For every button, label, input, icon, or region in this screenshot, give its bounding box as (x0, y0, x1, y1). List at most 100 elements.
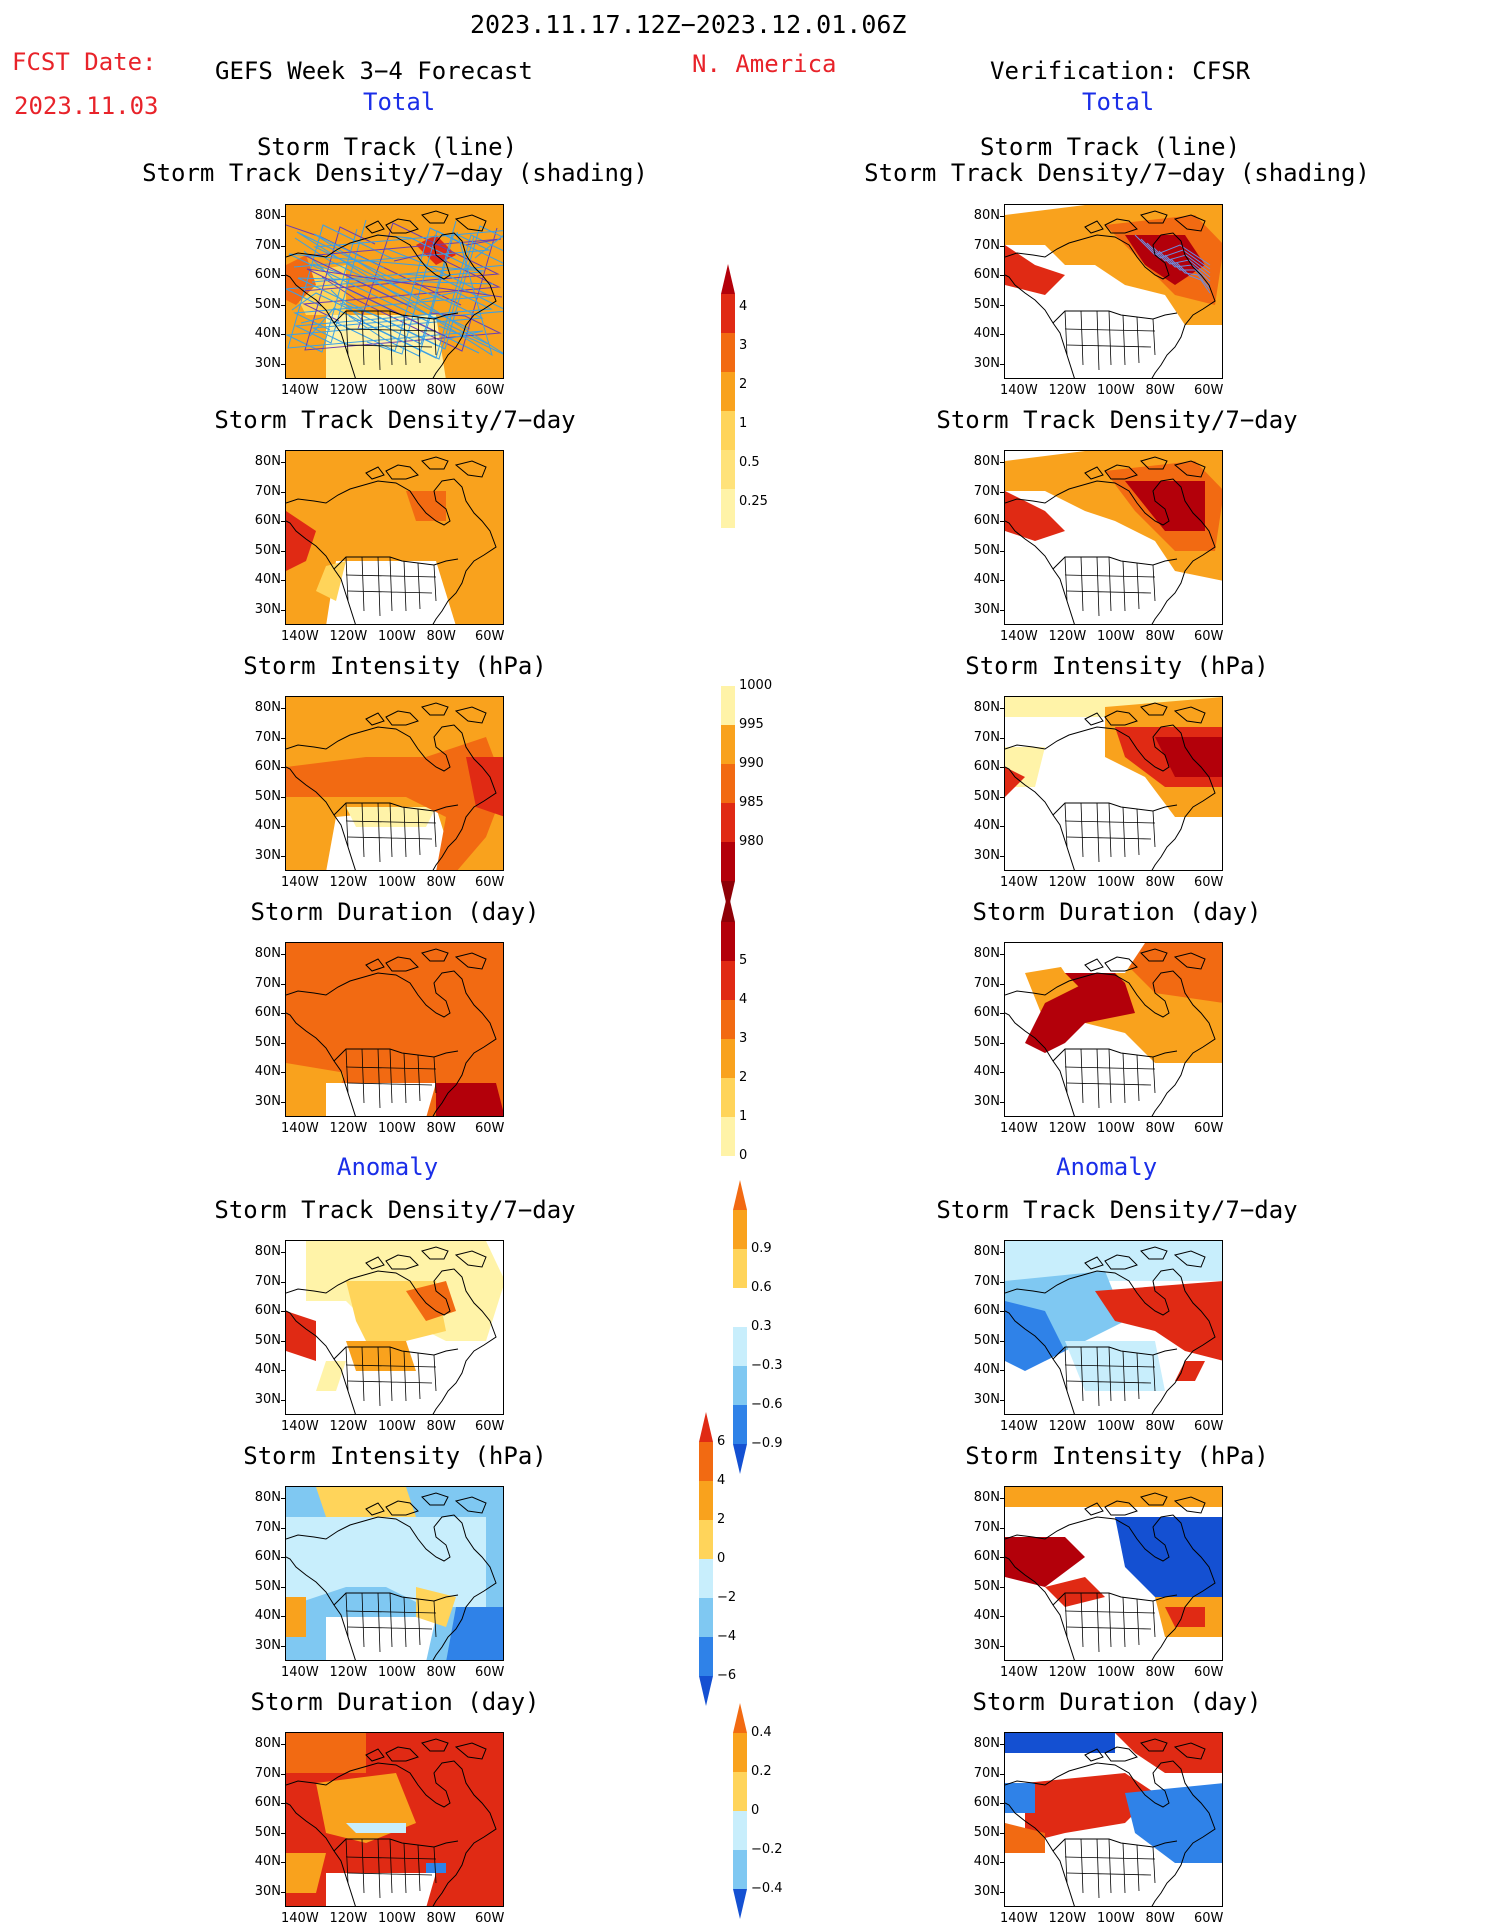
shading-region (346, 1823, 406, 1833)
colorbar-label: 1 (739, 1109, 748, 1124)
lat-label: 40N (254, 326, 281, 341)
lon-label: 60W (475, 1665, 505, 1680)
lat-tick (1000, 1616, 1004, 1617)
colorbar-label: 985 (739, 795, 764, 810)
lat-tick (281, 1399, 285, 1401)
lat-tick (281, 363, 285, 365)
lat-label: 30N (973, 1883, 1000, 1899)
lon-label: 100W (1097, 1419, 1135, 1434)
storm-track-line (296, 231, 493, 357)
shading-region (1005, 1733, 1115, 1753)
lon-label: 140W (281, 383, 319, 398)
storm-track-line (302, 252, 501, 322)
lat-label: 50N (254, 542, 281, 558)
lat-tick (281, 855, 285, 857)
colorbar-arrow-top (721, 892, 735, 922)
colorbar-label: 5 (739, 953, 748, 968)
colorbar-segment (721, 1000, 735, 1039)
us-border (1052, 1346, 1178, 1360)
shading-region (316, 1361, 346, 1391)
state-lines (345, 1048, 437, 1109)
state-lines (1064, 802, 1156, 863)
colorbar-label: 4 (717, 1473, 726, 1488)
total-left-label: Total (363, 88, 436, 116)
lon-label: 120W (1048, 1121, 1087, 1136)
us-border (333, 1048, 459, 1062)
lat-label: 70N (254, 237, 281, 253)
us-border (1052, 802, 1178, 816)
colorbar-label: 0 (717, 1551, 726, 1566)
colorbar-label: 1 (739, 416, 748, 431)
lon-label: 100W (378, 629, 416, 644)
shading-region (1175, 1361, 1205, 1381)
lat-label: 40N (254, 818, 281, 833)
colorbar-label: 3 (739, 338, 748, 353)
lon-label: 80W (1145, 1419, 1175, 1434)
colorbar-label: 0.25 (739, 494, 768, 509)
lat-tick (1000, 1586, 1004, 1588)
lat-tick (1000, 708, 1004, 709)
colorbar-intensity-anom (699, 1412, 739, 1710)
lat-tick (1000, 1744, 1004, 1745)
colorbar-label: −0.3 (751, 1358, 783, 1373)
us-border (333, 310, 459, 324)
shading-region (1005, 1823, 1045, 1853)
lon-label: 120W (329, 383, 368, 398)
storm-track-line (1176, 262, 1211, 294)
lat-tick (1000, 1527, 1004, 1529)
storm-track-line (313, 233, 503, 355)
lat-tick (1000, 521, 1004, 522)
us-border (333, 1838, 459, 1852)
us-border (1052, 556, 1178, 570)
lat-label: 30N (254, 1391, 281, 1407)
right-p1-title2: Storm Track Density/7−day (shading) (864, 159, 1370, 187)
lat-label: 40N (973, 1362, 1000, 1377)
lon-label: 80W (426, 875, 456, 890)
shading-region (326, 1083, 436, 1116)
forecast-map-6 (285, 1486, 504, 1661)
colorbar-label: 980 (739, 834, 764, 849)
lon-label: 80W (1145, 1121, 1175, 1136)
lat-tick (281, 708, 285, 709)
lat-tick (1000, 363, 1004, 365)
shading-region (346, 1341, 416, 1371)
lat-tick (281, 1370, 285, 1371)
lat-label: 30N (254, 1093, 281, 1109)
lon-label: 60W (1194, 1911, 1224, 1926)
lon-label: 140W (1000, 383, 1038, 398)
storm-track-line (311, 273, 503, 346)
lat-tick (1000, 855, 1004, 857)
shading-region (1125, 1783, 1222, 1863)
forecast-map-7 (285, 1732, 504, 1907)
lon-label: 140W (281, 1665, 319, 1680)
arctic-islands (1084, 948, 1206, 972)
lat-tick (1000, 796, 1004, 798)
lat-label: 30N (254, 1883, 281, 1899)
colorbar-arrow-top (699, 1412, 713, 1442)
state-lines (345, 802, 437, 863)
lat-label: 70N (973, 237, 1000, 253)
arctic-islands (1084, 1246, 1206, 1270)
lat-tick (281, 1013, 285, 1014)
colorbar-segment (733, 1850, 747, 1889)
lat-label: 50N (254, 1578, 281, 1594)
lat-tick (281, 1101, 285, 1103)
coastline (1005, 232, 1216, 378)
shading-region (316, 561, 346, 601)
us-border (333, 1346, 459, 1360)
forecast-map-1 (285, 204, 504, 379)
lat-label: 70N (973, 975, 1000, 991)
lat-tick (1000, 1862, 1004, 1863)
storm-track-line (1146, 242, 1211, 274)
lat-label: 30N (973, 355, 1000, 371)
lat-label: 40N (254, 1362, 281, 1377)
lat-tick (281, 521, 285, 522)
map-shading (1005, 1487, 1222, 1660)
coastline (286, 970, 497, 1116)
colorbar-duration-anom (733, 1703, 773, 1923)
lat-label: 70N (973, 1273, 1000, 1289)
coastline (1005, 478, 1216, 624)
shading-region (326, 1617, 436, 1660)
lon-label: 120W (329, 1121, 368, 1136)
colorbar-label: 0 (751, 1803, 760, 1818)
